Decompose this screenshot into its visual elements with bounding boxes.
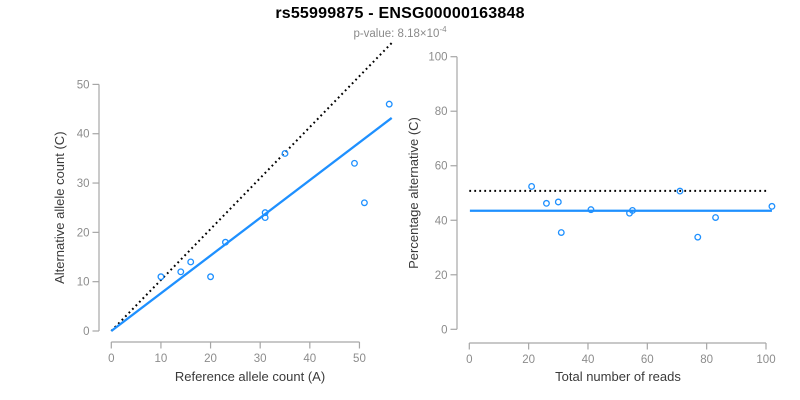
- y-axis-title: Percentage alternative (C): [406, 117, 421, 269]
- data-point: [207, 273, 215, 281]
- y-tick-label: 0: [441, 324, 447, 336]
- x-tick-label: 100: [756, 354, 775, 366]
- data-point: [281, 149, 289, 157]
- data-point: [187, 258, 195, 266]
- y-tick-label: 50: [77, 79, 90, 91]
- y-tick-label: 40: [77, 129, 90, 141]
- data-point: [554, 198, 562, 206]
- data-point: [351, 159, 358, 167]
- subtitle-exponent: -4: [439, 25, 447, 34]
- subtitle-pvalue-text: p-value: 8.18×10: [353, 27, 440, 40]
- y-tick-label: 40: [435, 215, 448, 227]
- data-point: [360, 199, 368, 207]
- x-tick-label: 20: [522, 354, 535, 366]
- x-axis-title: Total number of reads: [555, 369, 681, 384]
- data-point: [542, 199, 550, 207]
- percentage-vs-reads-panel: 0 20 40 60 80 100 0 20 40 60 80 100 Total number of …: [406, 52, 776, 384]
- y-axis-title: Alternative allele count (C): [52, 131, 67, 283]
- data-point: [221, 238, 229, 246]
- data-point: [629, 206, 636, 214]
- x-tick-label: 0: [108, 353, 114, 365]
- x-tick-label: 40: [582, 354, 595, 366]
- x-tick-label: 0: [466, 354, 472, 366]
- y-tick-label: 30: [77, 178, 90, 190]
- x-tick-label: 80: [700, 354, 713, 366]
- data-point: [557, 229, 565, 236]
- data-point: [676, 187, 684, 195]
- x-tick-label: 10: [155, 353, 168, 365]
- x-axis-title: Reference allele count (A): [175, 369, 325, 384]
- y-tick-label: 100: [428, 52, 447, 64]
- data-point: [261, 209, 269, 217]
- expected-ratio-line: [110, 42, 393, 332]
- data-point: [385, 100, 393, 108]
- x-tick-label: 30: [254, 353, 267, 365]
- y-tick-label: 0: [83, 326, 89, 338]
- y-tick-label: 80: [435, 106, 448, 118]
- x-tick-label: 20: [204, 353, 217, 365]
- y-tick-label: 20: [77, 227, 90, 239]
- data-point: [528, 183, 536, 190]
- x-tick-label: 40: [303, 353, 316, 365]
- fitted-ratio-line: [110, 117, 393, 332]
- x-tick-label: 50: [353, 353, 366, 365]
- data-point: [177, 268, 185, 276]
- figure-title: rs55999875 - ENSG00000163848: [275, 5, 525, 22]
- data-point: [587, 206, 595, 214]
- figure-subtitle: p-value: 8.18×10-4: [0, 25, 800, 40]
- data-point: [694, 233, 702, 241]
- y-tick-label: 20: [435, 270, 448, 282]
- x-tick-label: 60: [641, 354, 654, 366]
- data-point: [157, 273, 165, 281]
- data-point: [712, 214, 720, 221]
- data-point: [768, 202, 776, 210]
- y-tick-label: 60: [435, 161, 448, 173]
- allele-counts-panel: 0 10 20 30 40 50 0 10 20 30 40 50 Reference allele c…: [52, 42, 393, 384]
- y-tick-label: 10: [77, 277, 90, 289]
- data-point: [261, 214, 269, 222]
